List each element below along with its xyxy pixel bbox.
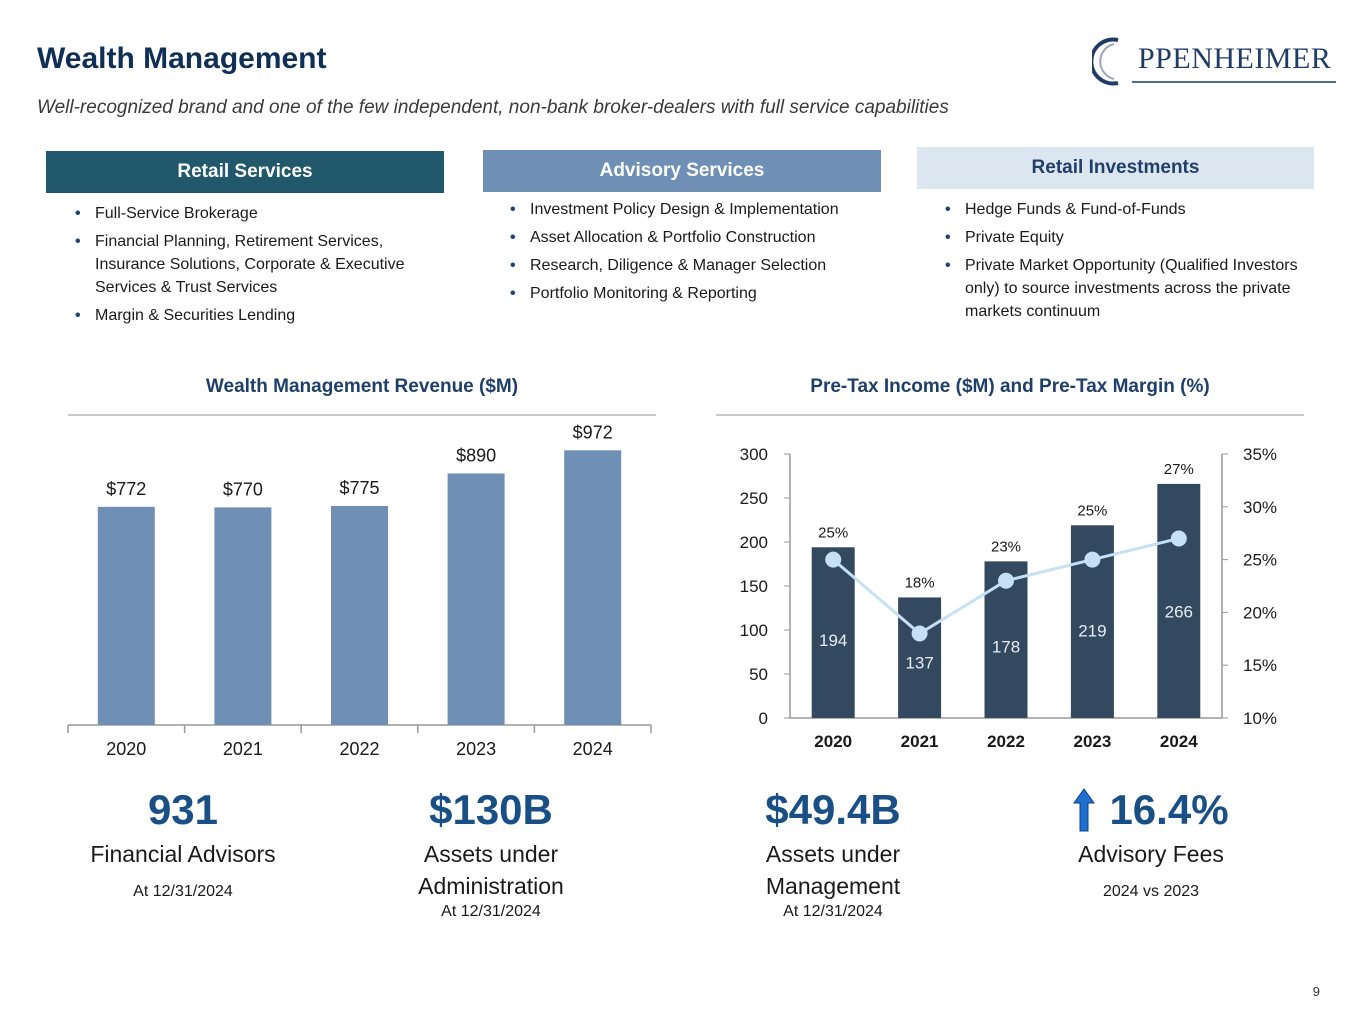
- retail-services-header: Retail Services: [46, 151, 444, 193]
- pretax-chart: 0 50 100 150 200 250 300 10% 15% 20% 25% 30% 35% 194 2…: [740, 445, 1277, 751]
- advisory-services-list: Investment Policy Design & Implementatio…: [507, 198, 877, 310]
- revenue-bar: [214, 507, 272, 725]
- kpi-sub: 2024 vs 2023: [1102, 883, 1200, 900]
- y-tick-label: 250: [740, 489, 768, 508]
- kpi-sub: At 12/31/2024: [441, 903, 541, 920]
- advisory-services-header: Advisory Services: [483, 150, 881, 192]
- pretax-bar: [1157, 483, 1201, 718]
- data-label: $772: [106, 479, 146, 499]
- y-tick-label: 10%: [1243, 709, 1277, 728]
- kpi-label: Assets under Administration: [418, 841, 564, 899]
- pretax-bar: [811, 547, 855, 718]
- divider: [68, 414, 656, 416]
- oppenheimer-logo: [1092, 37, 1336, 86]
- kpi-sub: At 12/31/2024: [783, 903, 883, 920]
- pretax-bar: [898, 597, 942, 718]
- y-tick-label: 150: [740, 577, 768, 596]
- list-item: Portfolio Monitoring & Reporting: [507, 282, 877, 305]
- page-number: 9: [1312, 984, 1320, 999]
- y-tick-label: 20%: [1243, 603, 1277, 622]
- x-tick-label: 2024: [573, 739, 613, 759]
- kpi-advisory-fees: 16.4% Advisory Fees 2024 vs 2023: [1036, 786, 1266, 902]
- bar-value-label: 194: [819, 631, 847, 650]
- kpi-value: 931: [147, 786, 219, 833]
- y-tick-label: 15%: [1243, 656, 1277, 675]
- kpi-label: Assets under Management: [765, 841, 901, 899]
- margin-label: 25%: [1077, 502, 1107, 519]
- margin-point: [825, 551, 842, 568]
- kpi-label: Advisory Fees: [1078, 841, 1224, 867]
- list-item: Private Market Opportunity (Qualified In…: [942, 254, 1302, 323]
- y-tick-label: 100: [740, 621, 768, 640]
- list-item: Asset Allocation & Portfolio Constructio…: [507, 226, 877, 249]
- x-tick-label: 2021: [223, 739, 263, 759]
- x-tick-label: 2023: [1073, 732, 1111, 751]
- margin-label: 27%: [1164, 461, 1194, 478]
- x-tick-label: 2020: [106, 739, 146, 759]
- margin-point: [1170, 530, 1187, 547]
- margin-label: 23%: [991, 538, 1021, 555]
- list-item: Investment Policy Design & Implementatio…: [507, 198, 877, 221]
- kpi-label: Financial Advisors: [90, 841, 276, 867]
- pretax-chart-title: Pre-Tax Income ($M) and Pre-Tax Margin (…: [810, 376, 1210, 397]
- kpi-value: $130B: [429, 786, 553, 833]
- list-item: Private Equity: [942, 226, 1302, 249]
- y-tick-label: 300: [740, 445, 768, 464]
- y-tick-label: 200: [740, 533, 768, 552]
- retail-services-list: Full-Service Brokerage Financial Plannin…: [72, 202, 432, 332]
- revenue-bar: [331, 505, 388, 725]
- margin-point: [911, 625, 928, 642]
- kpi-financial-advisors: 931 Financial Advisors At 12/31/2024: [68, 786, 298, 902]
- margin-label: 18%: [905, 574, 935, 591]
- revenue-bar: [447, 473, 505, 725]
- kpi-assets-under-management: $49.4B Assets under Management At 12/31/…: [718, 786, 948, 922]
- bar-value-label: 266: [1165, 603, 1193, 622]
- logo-text: PPENHEIMER: [1138, 42, 1332, 75]
- x-tick-label: 2023: [456, 739, 496, 759]
- kpi-value: 16.4%: [1109, 786, 1229, 833]
- list-item: Full-Service Brokerage: [72, 202, 432, 225]
- revenue-bar: [564, 450, 622, 725]
- list-item: Margin & Securities Lending: [72, 304, 432, 327]
- x-tick-label: 2022: [339, 739, 379, 759]
- kpi-assets-under-administration: $130B Assets under Administration At 12/…: [376, 786, 606, 922]
- kpi-value: $49.4B: [765, 786, 901, 833]
- x-tick-label: 2021: [901, 732, 939, 751]
- retail-investments-list: Hedge Funds & Fund-of-Funds Private Equi…: [942, 198, 1302, 328]
- page-subtitle: Well-recognized brand and one of the few…: [37, 97, 949, 118]
- margin-point: [998, 572, 1014, 589]
- data-label: $890: [456, 445, 496, 465]
- list-item: Financial Planning, Retirement Services,…: [72, 230, 432, 299]
- bar-value-label: 137: [905, 654, 933, 673]
- x-tick-label: 2020: [814, 732, 852, 751]
- revenue-chart-title: Wealth Management Revenue ($M): [205, 376, 519, 397]
- revenue-chart: $772 2020 $770 2021 $775 2022 $890 2023 $972 2024: [67, 422, 652, 759]
- retail-investments-header: Retail Investments: [917, 147, 1314, 189]
- up-arrow-icon: [1073, 788, 1096, 832]
- bar-value-label: 219: [1078, 621, 1106, 640]
- bar-value-label: 178: [992, 638, 1020, 657]
- page-title: Wealth Management: [37, 42, 327, 75]
- y-tick-label: 35%: [1243, 445, 1277, 464]
- divider: [716, 414, 1304, 416]
- revenue-bar: [97, 506, 155, 725]
- list-item: Hedge Funds & Fund-of-Funds: [942, 198, 1302, 221]
- x-tick-label: 2022: [987, 732, 1025, 751]
- y-tick-label: 30%: [1243, 498, 1277, 517]
- y-tick-label: 0: [759, 709, 768, 728]
- margin-point: [1084, 551, 1101, 568]
- data-label: $775: [339, 478, 379, 498]
- y-tick-label: 50: [749, 665, 768, 684]
- data-label: $972: [573, 422, 613, 442]
- x-tick-label: 2024: [1160, 732, 1198, 751]
- data-label: $770: [223, 479, 263, 499]
- list-item: Research, Diligence & Manager Selection: [507, 254, 877, 277]
- margin-label: 25%: [818, 524, 848, 541]
- kpi-sub: At 12/31/2024: [133, 883, 233, 900]
- y-tick-label: 25%: [1243, 551, 1277, 570]
